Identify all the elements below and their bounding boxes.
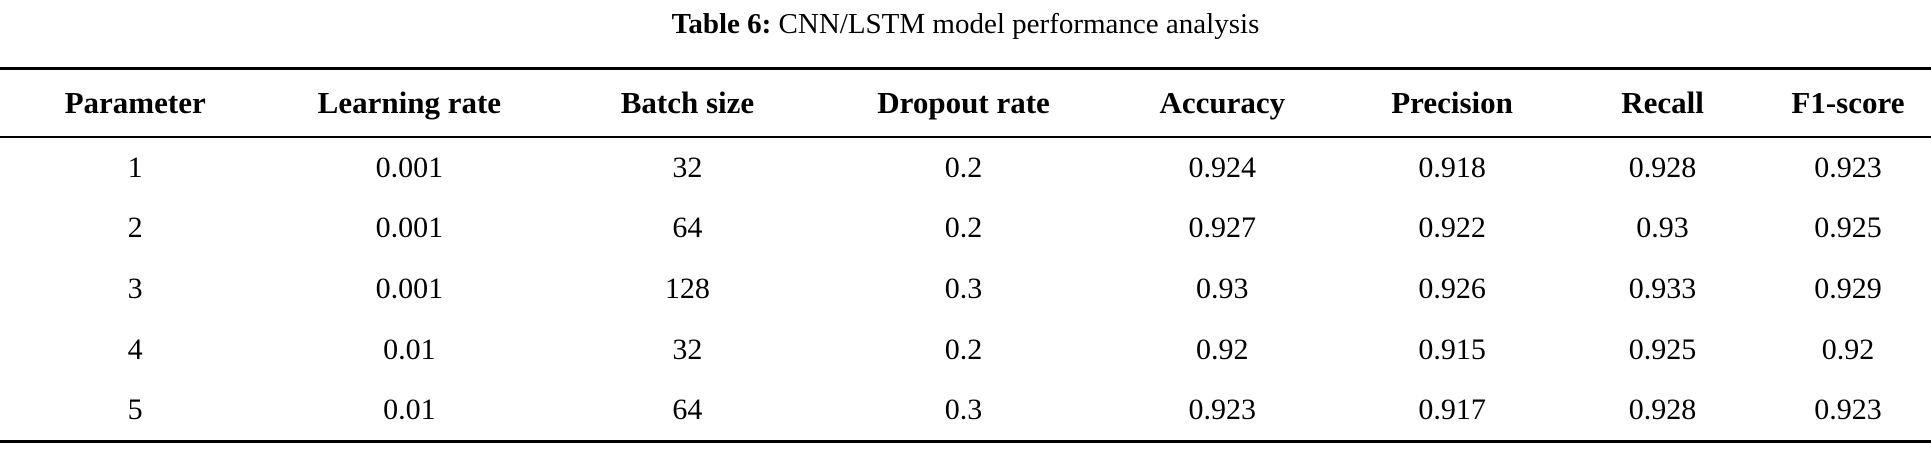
table-cell: 32 — [672, 150, 703, 184]
table-cell: 0.3 — [944, 393, 983, 427]
table-cell: 0.01 — [383, 333, 436, 366]
column-header: Precision — [1343, 68, 1561, 138]
table-row: 1 0.001 32 0.2 0.924 0.918 0.928 0.923 — [0, 137, 1931, 198]
table-cell: 0.928 — [1628, 150, 1697, 184]
table-cell: 0.3 — [944, 272, 983, 305]
table-cell: 0.928 — [1628, 393, 1697, 427]
table-cell: 32 — [672, 333, 703, 366]
header-row: Parameter Learning rate Batch size Dropout … — [0, 68, 1931, 138]
table-caption-text: CNN/LSTM model performance analysis — [771, 8, 1260, 40]
performance-table: Parameter Learning rate Batch size Dropout … — [0, 67, 1931, 443]
column-header: Dropout rate — [826, 68, 1101, 138]
table-header: Parameter Learning rate Batch size Dropout … — [0, 68, 1931, 138]
table-cell: 0.923 — [1188, 393, 1257, 427]
table-cell: 0.925 — [1628, 333, 1697, 366]
table-cell: 64 — [672, 211, 703, 244]
column-header: Accuracy — [1100, 68, 1344, 138]
table-cell: 3 — [127, 272, 143, 305]
column-header: Recall — [1560, 68, 1765, 138]
table-cell: 1 — [127, 150, 143, 184]
table-cell: 128 — [664, 272, 710, 305]
table-row: 5 0.01 64 0.3 0.923 0.917 0.928 0.923 — [0, 381, 1931, 442]
table-cell: 0.001 — [375, 211, 444, 244]
table-cell: 0.917 — [1418, 393, 1486, 427]
table-cell: 0.922 — [1418, 211, 1486, 244]
table-cell: 0.92 — [1196, 333, 1249, 366]
table-row: 2 0.001 64 0.2 0.927 0.922 0.93 0.925 — [0, 198, 1931, 259]
table-row: 4 0.01 32 0.2 0.92 0.915 0.925 0.92 — [0, 320, 1931, 381]
table-cell: 0.92 — [1821, 333, 1875, 366]
table-cell: 0.929 — [1814, 272, 1882, 305]
table-body: 1 0.001 32 0.2 0.924 0.918 0.928 0.923 2 0.001 64 0… — [0, 137, 1931, 442]
table-cell: 0.001 — [375, 150, 444, 184]
table-cell: 0.2 — [944, 150, 983, 184]
table-cell: 0.2 — [944, 211, 983, 244]
table-cell: 0.2 — [944, 333, 983, 366]
column-header: Learning rate — [270, 68, 549, 138]
table-cell: 0.93 — [1636, 211, 1689, 244]
table-cell: 0.01 — [383, 393, 436, 427]
table-cell: 0.918 — [1418, 150, 1486, 184]
table-cell: 0.927 — [1188, 211, 1257, 244]
table-cell: 2 — [127, 211, 143, 244]
table-cell: 0.923 — [1814, 150, 1882, 184]
table-row: 3 0.001 128 0.3 0.93 0.926 0.933 0.929 — [0, 259, 1931, 320]
table-cell: 4 — [127, 333, 143, 366]
table-caption-label: Table 6: — [671, 8, 772, 40]
table-cell: 64 — [672, 393, 703, 427]
table-caption: Table 6: CNN/LSTM model performance anal… — [0, 0, 1931, 44]
table-cell: 0.925 — [1814, 211, 1882, 244]
table-cell: 0.933 — [1628, 272, 1697, 305]
table-cell: 0.915 — [1418, 333, 1486, 366]
table-cell: 0.924 — [1188, 150, 1257, 184]
table-cell: 0.926 — [1418, 272, 1486, 305]
column-header: Parameter — [0, 68, 271, 138]
table-cell: 0.001 — [375, 272, 444, 305]
table-cell: 0.93 — [1196, 272, 1249, 305]
table-cell: 5 — [127, 393, 143, 427]
column-header: Batch size — [548, 68, 827, 138]
column-header: F1-score — [1764, 68, 1931, 138]
table-cell: 0.923 — [1814, 393, 1882, 427]
